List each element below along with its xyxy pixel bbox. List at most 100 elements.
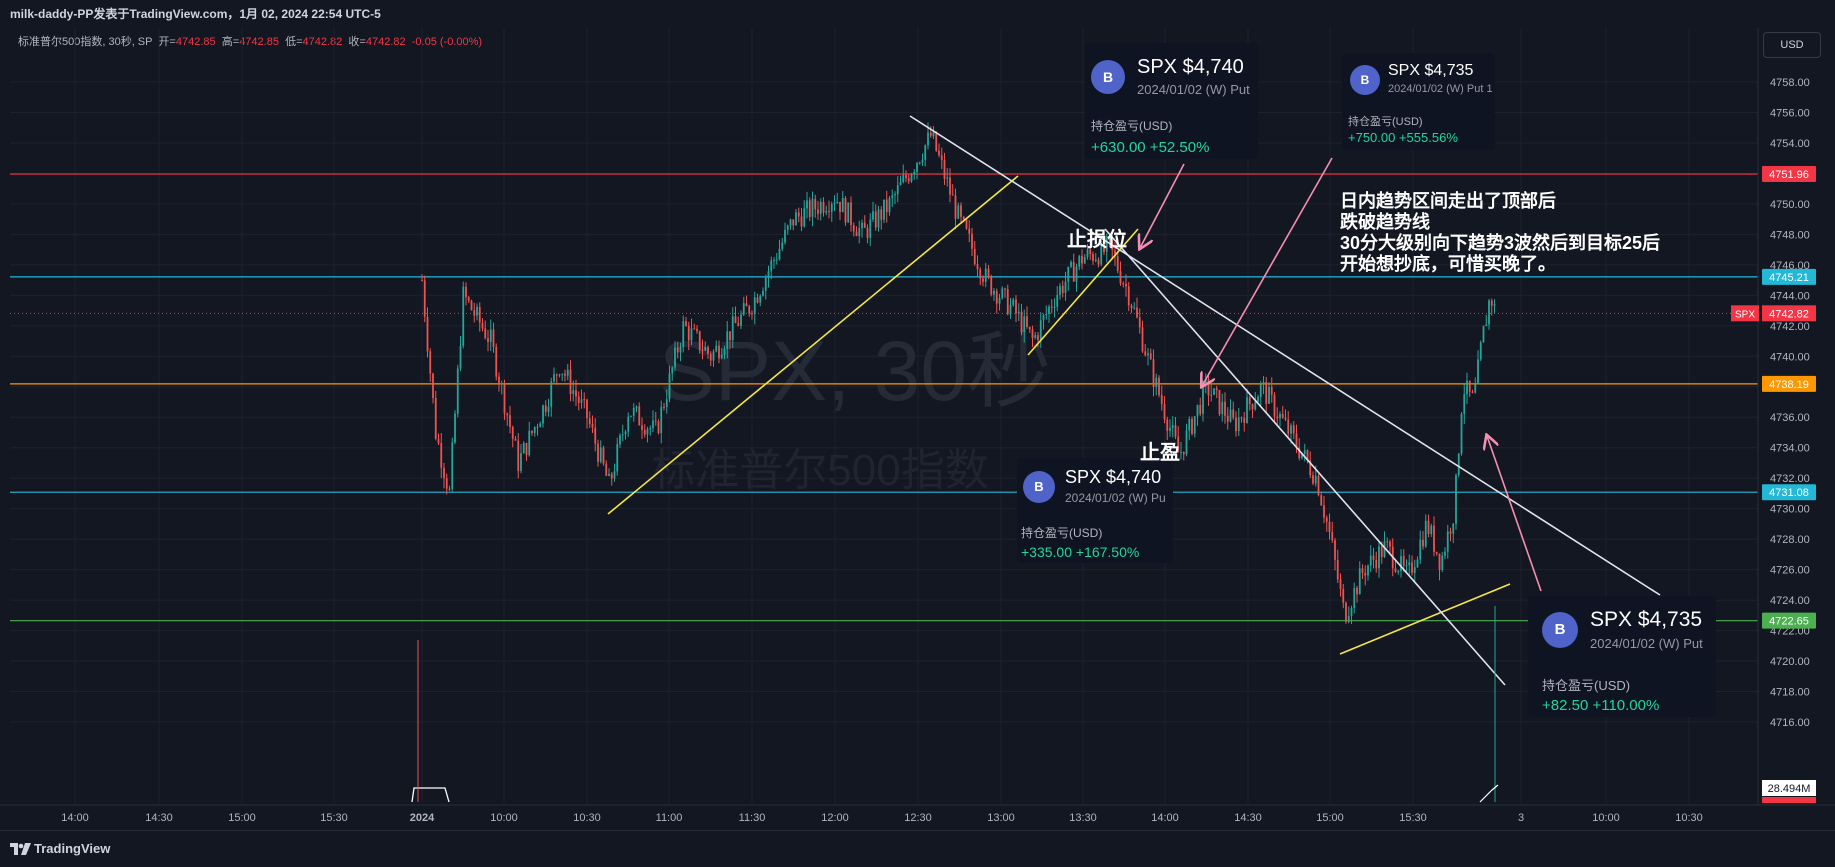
candle-body [1347, 615, 1350, 622]
currency-selector[interactable]: USD [1763, 32, 1821, 58]
candle-body [520, 453, 522, 471]
candle-body [1353, 587, 1356, 608]
candle-body [1342, 589, 1345, 603]
candle-body [863, 222, 866, 228]
candle-body [467, 297, 470, 301]
candle-body [1152, 359, 1155, 387]
candle-body [1155, 377, 1158, 387]
candle-body [663, 406, 665, 408]
candle-body [748, 306, 751, 314]
candle-body [1059, 285, 1061, 295]
candle-body [682, 321, 685, 347]
candle-body [561, 373, 564, 375]
legend-high-label: 高= [221, 36, 240, 48]
candle-body [1257, 396, 1259, 403]
x-tick-label: 13:00 [987, 812, 1015, 824]
candle-body [1141, 327, 1144, 352]
x-tick-label: 14:30 [145, 812, 173, 824]
candle-body [558, 374, 561, 376]
candle-body [874, 211, 877, 228]
position-card-2[interactable]: B SPX $4,735 2024/01/02 (W) Put 1 持仓盈亏(U… [1342, 53, 1495, 150]
candle-body [616, 444, 619, 472]
candle-body [971, 233, 973, 249]
footer: TradingView [0, 830, 1835, 867]
candle-body [649, 427, 652, 430]
candle-body [575, 390, 577, 397]
candle-body [1345, 602, 1347, 622]
candle-body [1108, 238, 1111, 240]
position-card-3[interactable]: B SPX $4,740 2024/01/02 (W) Pu 持仓盈亏(USD)… [1017, 458, 1173, 563]
level-price-label: 4731.08 [1769, 487, 1809, 499]
candle-body [462, 286, 465, 346]
y-tick-label: 4732.00 [1770, 473, 1810, 485]
candle-body [927, 132, 929, 146]
candle-body [962, 216, 965, 220]
candle-body [1160, 394, 1163, 405]
candle-body [885, 199, 888, 213]
candle-body [921, 159, 924, 163]
candle-body [993, 290, 995, 295]
candle-body [938, 150, 940, 156]
candle-body [836, 201, 839, 203]
level-price-label: 4751.96 [1769, 169, 1809, 181]
candle-body [1279, 413, 1281, 419]
candle-body [800, 216, 803, 227]
candle-body [459, 345, 462, 369]
candle-body [564, 373, 566, 376]
candle-body [784, 229, 786, 243]
level-price-tag [1762, 484, 1816, 501]
position-card-4[interactable]: B SPX $4,735 2024/01/02 (W) Put 持仓盈亏(USD… [1528, 596, 1716, 717]
candle-body [1130, 305, 1133, 308]
candle-body [1169, 427, 1171, 431]
candle-body [470, 300, 473, 311]
candle-body [1358, 568, 1361, 595]
candle-body [932, 131, 935, 137]
candle-body [1416, 559, 1419, 568]
candle-body [973, 248, 976, 265]
candle-body [577, 396, 580, 403]
candle-body [1180, 451, 1182, 453]
candle-body [1207, 379, 1210, 396]
candle-body [632, 408, 635, 416]
broker-avatar-icon: B [1023, 471, 1055, 503]
candle-body [544, 405, 547, 412]
candle-body [539, 423, 542, 428]
volume-curve [1479, 784, 1499, 803]
candle-body [1474, 384, 1477, 393]
candle-body [1218, 390, 1221, 415]
candle-body [731, 316, 734, 340]
card-subtitle: 2024/01/02 (W) Put [1590, 636, 1703, 651]
candle-body [1438, 553, 1441, 570]
candle-body [1248, 397, 1251, 405]
candle-body [1466, 380, 1468, 395]
candle-body [1125, 283, 1127, 287]
last-price-label: 4742.82 [1769, 308, 1809, 320]
candle-body [1424, 520, 1427, 547]
trendline [607, 175, 1019, 515]
candle-body [660, 406, 663, 434]
candle-body [998, 298, 1001, 304]
y-tick-label: 4758.00 [1770, 77, 1810, 89]
candle-body [1191, 418, 1193, 434]
candle-body [723, 349, 726, 355]
candle-body [679, 346, 682, 353]
tradingview-logo-icon [10, 843, 31, 855]
candle-body [789, 219, 792, 226]
candle-body [1457, 453, 1460, 476]
candle-body [572, 390, 575, 395]
candle-body [891, 195, 894, 199]
position-card-1[interactable]: B SPX $4,740 2024/01/02 (W) Put 持仓盈亏(USD… [1085, 43, 1258, 159]
candle-body [1254, 402, 1257, 410]
candle-body [693, 328, 696, 330]
trendline [1104, 228, 1506, 686]
card-pnl-label: 持仓盈亏(USD) [1021, 526, 1103, 540]
candle-body [1177, 436, 1180, 453]
candle-body [701, 349, 704, 351]
candle-body [1215, 388, 1218, 391]
candle-body [797, 212, 800, 217]
candle-body [709, 353, 712, 361]
candle-body [825, 211, 828, 213]
candle-body [1193, 416, 1196, 434]
candle-body [759, 295, 762, 303]
